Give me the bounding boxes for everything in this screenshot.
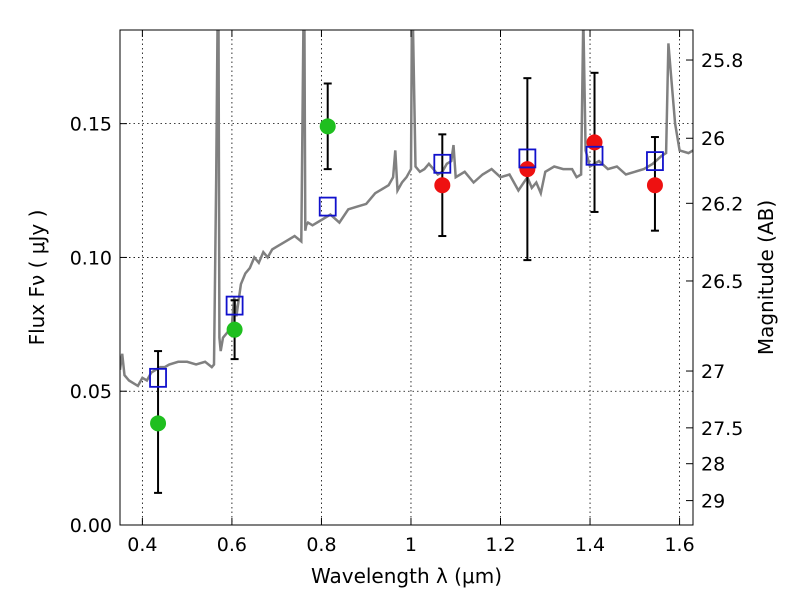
mag-tick-label: 27: [701, 361, 725, 383]
y-tick-label: 0.15: [70, 114, 112, 136]
mag-tick-label: 25.8: [701, 50, 743, 72]
data-point: [646, 177, 663, 194]
x-tick-label: 1.2: [485, 534, 515, 556]
y-tick-label: 0.05: [70, 381, 112, 403]
error-bars: [154, 71, 659, 494]
data-points: [149, 118, 664, 432]
x-tick-label: 1.6: [664, 534, 694, 556]
x-tick-label: 1.4: [575, 534, 605, 556]
grid: [120, 30, 693, 525]
model-spectrum-line: [120, 30, 693, 388]
model-point: [225, 295, 244, 316]
data-point: [434, 177, 451, 194]
model-point: [585, 145, 604, 166]
model-point: [646, 151, 664, 172]
data-point: [519, 161, 536, 178]
data-point: [226, 321, 243, 338]
mag-tick-label: 26.2: [701, 193, 743, 215]
model-point: [149, 367, 167, 388]
x-tick-label: 1: [405, 534, 417, 556]
mag-tick-label: 26: [701, 128, 725, 150]
x-axis-label: Wavelength λ (μm): [311, 564, 502, 588]
mag-tick-label: 26.5: [701, 271, 743, 293]
model-point: [318, 196, 337, 217]
mag-tick-label: 28: [701, 454, 725, 476]
model-point: [518, 148, 537, 169]
axis-ticks: 0.4 0.6 0.8 1 1.2 1.4 1.6 0.00 0.05 0.10 0.15 25.8 2…: [70, 30, 743, 556]
right-y-axis-label: Magnitude (AB): [754, 200, 778, 355]
x-tick-label: 0.6: [217, 534, 247, 556]
model-spectrum: [120, 30, 693, 388]
data-point: [150, 415, 167, 432]
data-point: [319, 118, 336, 135]
y-tick-label: 0.10: [70, 247, 112, 269]
x-tick-label: 0.4: [127, 534, 157, 556]
model-point: [433, 153, 452, 174]
mag-tick-label: 29: [701, 491, 725, 513]
y-axis-label: Flux Fν ( μJy ): [25, 210, 49, 346]
x-tick-label: 0.8: [306, 534, 336, 556]
y-tick-label: 0.00: [70, 515, 112, 537]
mag-tick-label: 27.5: [701, 418, 743, 440]
plot-frame: [119, 29, 694, 526]
